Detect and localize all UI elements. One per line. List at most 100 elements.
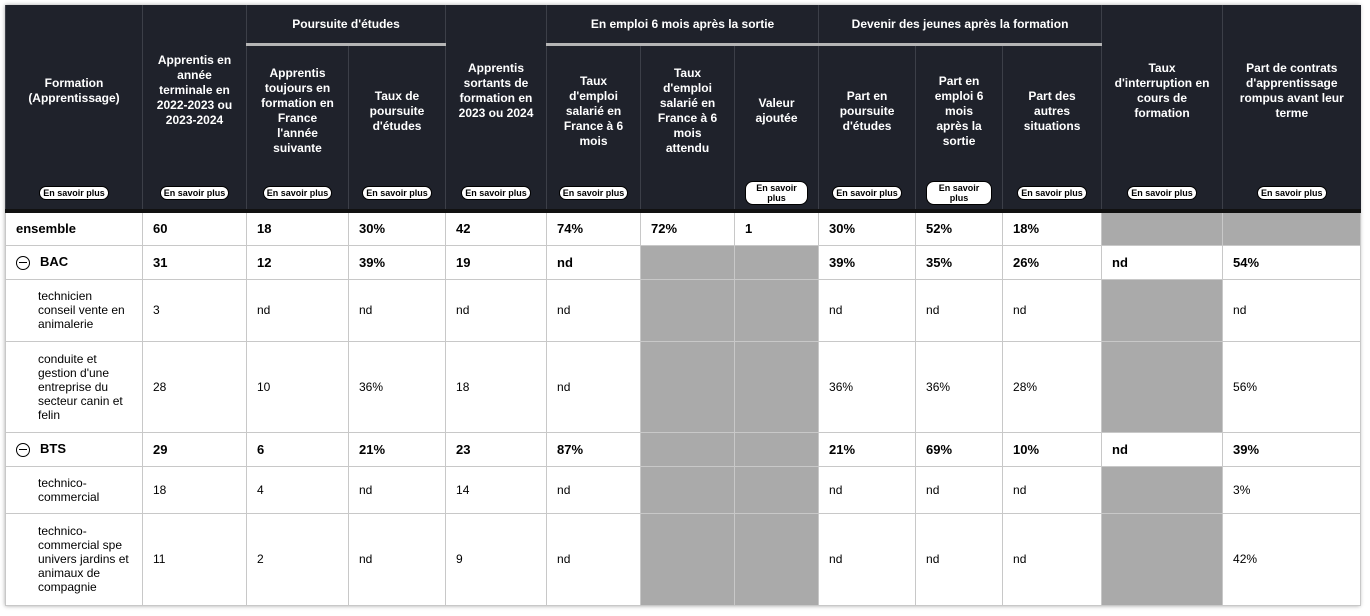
header-row: Apprentis toujours en formation en Franc…: [6, 44, 1361, 176]
column-header: Formation (Apprentissage): [5, 5, 143, 176]
header-cell: En savoir plus: [445, 176, 547, 213]
table-cell: [640, 340, 736, 433]
header-cell: En savoir plus: [818, 176, 916, 213]
table-cell: 56%: [1222, 340, 1362, 433]
row-label-text: ensemble: [16, 221, 76, 237]
more-button[interactable]: En savoir plus: [39, 186, 109, 200]
more-button[interactable]: En savoir plus: [926, 180, 993, 205]
table-cell: 3%: [1222, 465, 1362, 514]
table-cell: 60: [142, 210, 247, 246]
table-cell: 39%: [347, 244, 447, 280]
row-label: technico-commercial: [5, 465, 143, 514]
table-cell: 39%: [1222, 431, 1362, 467]
column-header: Taux d'emploi salarié en France à 6 mois…: [640, 44, 735, 176]
table-cell: nd: [445, 278, 548, 342]
column-header: Taux de poursuite d'études: [347, 44, 446, 176]
header-cell: En savoir plus: [246, 176, 349, 213]
table-cell: nd: [915, 512, 1004, 606]
more-button[interactable]: En savoir plus: [1017, 186, 1087, 200]
table-body: ensemble 60 18 30% 42 74% 72% 1 30% 52% 18% BAC 31 12…: [5, 210, 1362, 606]
table-cell: nd: [546, 244, 642, 280]
table-cell: nd: [1222, 278, 1362, 342]
header-cell: En savoir plus: [1002, 176, 1102, 213]
table-cell: nd: [347, 512, 447, 606]
row-label: technicien conseil vente en animalerie: [5, 278, 143, 342]
header-cell: [640, 176, 735, 213]
more-button[interactable]: En savoir plus: [461, 186, 531, 200]
table-cell: 18: [142, 465, 247, 514]
more-button[interactable]: En savoir plus: [262, 186, 333, 200]
header-cell: En savoir plus: [5, 176, 143, 213]
table-cell: [640, 431, 736, 467]
row-label-text: technico-commercial: [38, 475, 100, 504]
table-cell: [1101, 512, 1224, 606]
table-cell: [734, 244, 820, 280]
column-header: Apprentis sortants de formation en 2023 …: [445, 5, 547, 176]
table-cell: 12: [246, 244, 349, 280]
table-cell: 42: [445, 210, 548, 246]
table-cell: [734, 340, 820, 433]
more-button[interactable]: En savoir plus: [558, 186, 629, 200]
column-header: Taux d'interruption en cours de formatio…: [1101, 5, 1223, 176]
table-cell: 11: [142, 512, 247, 606]
table-cell: nd: [818, 278, 917, 342]
column-header: Taux d'emploi salarié en France à 6 mois: [546, 44, 641, 176]
more-button[interactable]: En savoir plus: [362, 186, 432, 200]
collapse-icon[interactable]: [16, 255, 30, 270]
row-label: ensemble: [5, 210, 143, 246]
more-button[interactable]: En savoir plus: [832, 186, 902, 200]
table-cell: 10%: [1002, 431, 1103, 467]
more-button[interactable]: En savoir plus: [1127, 186, 1197, 200]
table-cell: 18: [246, 210, 349, 246]
column-header: Apprentis en année terminale en 2022-202…: [142, 5, 247, 176]
header-cell: En savoir plus: [1222, 176, 1361, 213]
column-header: Part de contrats d'apprentissage rompus …: [1222, 5, 1361, 176]
table-cell: [734, 465, 820, 514]
table-cell: 72%: [640, 210, 736, 246]
table-cell: [734, 512, 820, 606]
table-row: technico-commercial spe univers jardins …: [5, 512, 1362, 606]
row-label: BAC: [5, 244, 143, 280]
more-button[interactable]: En savoir plus: [159, 186, 230, 200]
row-label: technico-commercial spe univers jardins …: [5, 512, 143, 606]
row-label: BTS: [5, 431, 143, 467]
table-cell: [734, 431, 820, 467]
table-cell: [1101, 465, 1224, 514]
table-cell: [640, 465, 736, 514]
table-cell: nd: [915, 465, 1004, 514]
collapse-icon[interactable]: [16, 442, 30, 457]
table-cell: 26%: [1002, 244, 1103, 280]
table-cell: nd: [347, 465, 447, 514]
table-header: Formation (Apprentissage) Apprentis en an…: [5, 5, 1361, 213]
column-header: Valeur ajoutée: [734, 44, 819, 176]
table-cell: 42%: [1222, 512, 1362, 606]
table-cell: [1101, 340, 1224, 433]
table-cell: 54%: [1222, 244, 1362, 280]
header-cell: En savoir plus: [915, 176, 1003, 213]
table-cell: 36%: [347, 340, 447, 433]
table-cell: 36%: [818, 340, 917, 433]
table-cell: 29: [142, 431, 247, 467]
table-cell: nd: [915, 278, 1004, 342]
column-header: Part des autres situations: [1002, 44, 1102, 176]
row-label-text: technico-commercial spe univers jardins …: [38, 524, 129, 594]
row-label: conduite et gestion d'une entreprise du …: [5, 340, 143, 433]
table-cell: nd: [347, 278, 447, 342]
table-cell: 30%: [347, 210, 447, 246]
table-row: technicien conseil vente en animalerie 3 n…: [5, 278, 1362, 342]
table-cell: 6: [246, 431, 349, 467]
table-cell: 74%: [546, 210, 642, 246]
header-row: Formation (Apprentissage) Apprentis en an…: [5, 5, 1361, 176]
table-cell: 18: [445, 340, 548, 433]
table-row: BTS 29 6 21% 23 87% 21% 69% 10% nd 39%: [5, 431, 1362, 467]
table-cell: 21%: [347, 431, 447, 467]
header-cell: En savoir plus: [734, 176, 819, 213]
table-cell: 1: [734, 210, 820, 246]
table-cell: 31: [142, 244, 247, 280]
table-cell: 19: [445, 244, 548, 280]
more-button[interactable]: En savoir plus: [1257, 186, 1327, 200]
column-header: Apprentis toujours en formation en Franc…: [246, 44, 349, 176]
more-button[interactable]: En savoir plus: [745, 180, 809, 205]
